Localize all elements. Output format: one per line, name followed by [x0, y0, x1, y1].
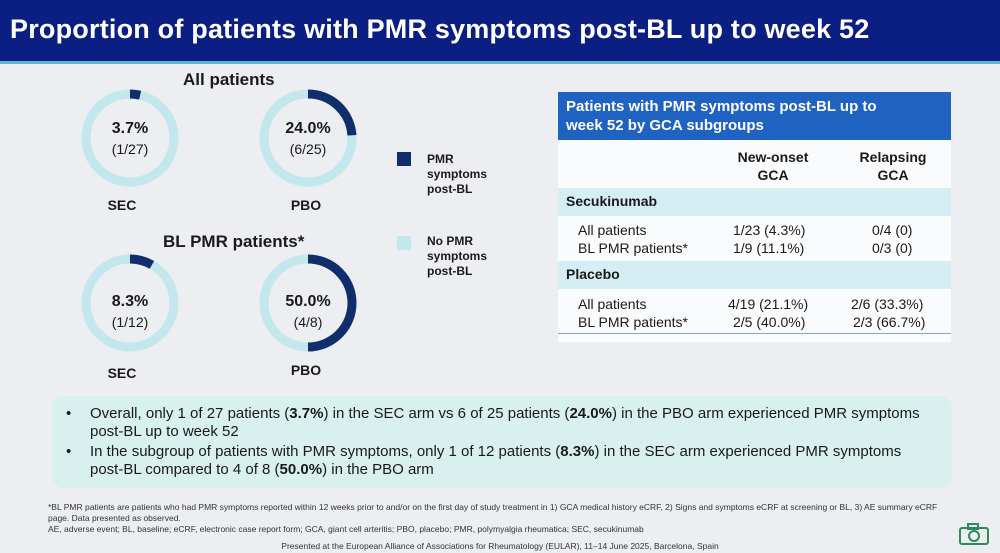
- col-header-new-onset: New-onset GCA: [708, 148, 838, 184]
- donut-bl-sec-svg: [81, 254, 179, 352]
- group-band-placebo: Placebo: [558, 261, 951, 289]
- bullet-item: • In the subgroup of patients with PMR s…: [62, 443, 938, 479]
- camera-icon: [958, 522, 990, 546]
- donut-percent: 8.3%: [111, 293, 149, 310]
- bl-pmr-title: BL PMR patients*: [163, 232, 305, 251]
- cell-rel: 0/4 (0): [872, 222, 913, 238]
- donut-segment: [307, 254, 357, 352]
- legend-label-empty: No PMR symptoms post-BL: [427, 234, 507, 279]
- donut-arm-label: PBO: [290, 197, 322, 213]
- legend-line: PMR: [427, 152, 454, 166]
- cell-new: 2/5 (40.0%): [733, 314, 806, 330]
- bullet-segment: ) in the SEC arm vs 6 of 25 patients (: [323, 405, 570, 422]
- donut-fraction: (1/27): [111, 141, 149, 157]
- bullet-value: 8.3%: [560, 443, 595, 460]
- donut-arm-label: PBO: [290, 362, 322, 378]
- bullet-text: In the subgroup of patients with PMR sym…: [90, 443, 938, 479]
- legend-line: post-BL: [427, 182, 473, 196]
- bullet-segment: ) in the SEC arm experienced PMR symptom…: [90, 443, 902, 478]
- table-title-line: week 52 by GCA subgroups: [566, 117, 764, 134]
- donut-arm-label: SEC: [107, 365, 137, 381]
- group-band-secukinumab: Secukinumab: [558, 188, 951, 216]
- donut-fraction: (6/25): [289, 141, 327, 157]
- donut-segment: [307, 89, 357, 136]
- cell-rel: 2/6 (33.3%): [851, 296, 924, 312]
- col-header-line: GCA: [877, 167, 909, 183]
- legend-swatch-empty: [397, 236, 411, 250]
- bullet-text: Overall, only 1 of 27 patients (3.7%) in…: [90, 405, 938, 441]
- page-title: Proportion of patients with PMR symptoms…: [10, 14, 870, 44]
- legend-swatch-filled: [397, 152, 411, 166]
- bullet-value: 50.0%: [279, 461, 323, 478]
- legend-line: symptoms: [427, 167, 488, 181]
- legend-line: symptoms: [427, 249, 488, 263]
- donut-bl-pbo-svg: [259, 254, 357, 352]
- cell-new: 4/19 (21.1%): [728, 296, 809, 312]
- table-title: Patients with PMR symptoms post-BL up to…: [558, 92, 951, 140]
- table-title-line: Patients with PMR symptoms post-BL up to: [566, 98, 877, 115]
- gca-subgroup-table: Patients with PMR symptoms post-BL up to…: [558, 92, 951, 342]
- row-label: BL PMR patients*: [578, 314, 688, 330]
- key-findings-box: • Overall, only 1 of 27 patients (3.7%) …: [52, 396, 952, 488]
- donut-all-sec-svg: [81, 89, 179, 187]
- donut-segment: [129, 89, 142, 100]
- bullet-dot: •: [66, 405, 72, 422]
- col-header-relapsing: Relapsing GCA: [838, 148, 948, 184]
- bullet-segment: ) in the PBO arm experienced PMR symptom…: [90, 405, 920, 440]
- donut-fraction: (4/8): [293, 314, 323, 330]
- donut-percent: 3.7%: [111, 120, 149, 137]
- table-divider: [558, 333, 951, 334]
- donut-percent: 50.0%: [285, 293, 331, 310]
- bullet-dot: •: [66, 443, 72, 460]
- donut-bl-sec: 8.3% (1/12): [80, 253, 180, 353]
- donut-fraction: (1/12): [111, 314, 149, 330]
- presented-at: Presented at the European Alliance of As…: [281, 541, 719, 551]
- title-bar: Proportion of patients with PMR symptoms…: [0, 0, 1000, 64]
- footnote-abbreviations: AE, adverse event; BL, baseline; eCRF, e…: [48, 524, 644, 534]
- donut-segment: [129, 254, 155, 269]
- donut-bl-pbo: 50.0% (4/8): [258, 253, 358, 353]
- col-header-line: Relapsing: [859, 149, 927, 165]
- legend-line: post-BL: [427, 264, 473, 278]
- legend-label-filled: PMR symptoms post-BL: [427, 152, 507, 197]
- row-label: All patients: [578, 296, 647, 312]
- donut-percent: 24.0%: [285, 120, 331, 137]
- cell-rel: 2/3 (66.7%): [853, 314, 926, 330]
- bullet-segment: Overall, only 1 of 27 patients (: [90, 405, 290, 422]
- cell-rel: 0/3 (0): [872, 240, 913, 256]
- cell-new: 1/9 (11.1%): [733, 240, 805, 256]
- donut-all-pbo: 24.0% (6/25): [258, 88, 358, 188]
- donut-all-pbo-svg: [259, 89, 357, 187]
- donut-arm-label: SEC: [107, 197, 137, 213]
- bullet-segment: ) in the PBO arm: [322, 461, 434, 478]
- bullet-value: 24.0%: [569, 405, 612, 422]
- row-label: All patients: [578, 222, 647, 238]
- cell-new: 1/23 (4.3%): [733, 222, 806, 238]
- footnote-definition: *BL PMR patients are patients who had PM…: [48, 502, 938, 523]
- all-patients-title: All patients: [183, 70, 275, 89]
- donut-all-sec: 3.7% (1/27): [80, 88, 180, 188]
- bullet-segment: In the subgroup of patients with PMR sym…: [90, 443, 561, 460]
- row-label: BL PMR patients*: [578, 240, 688, 256]
- col-header-line: New-onset: [737, 149, 809, 165]
- bullet-item: • Overall, only 1 of 27 patients (3.7%) …: [62, 405, 938, 441]
- donut-track: [81, 89, 179, 187]
- bullet-value: 3.7%: [289, 405, 324, 422]
- legend-line: No PMR: [427, 234, 473, 248]
- col-header-line: GCA: [757, 167, 789, 183]
